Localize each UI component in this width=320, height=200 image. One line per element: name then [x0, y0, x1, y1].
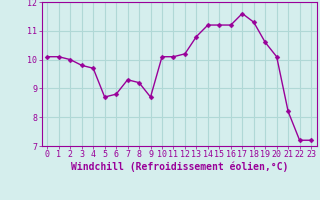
X-axis label: Windchill (Refroidissement éolien,°C): Windchill (Refroidissement éolien,°C)	[70, 162, 288, 172]
